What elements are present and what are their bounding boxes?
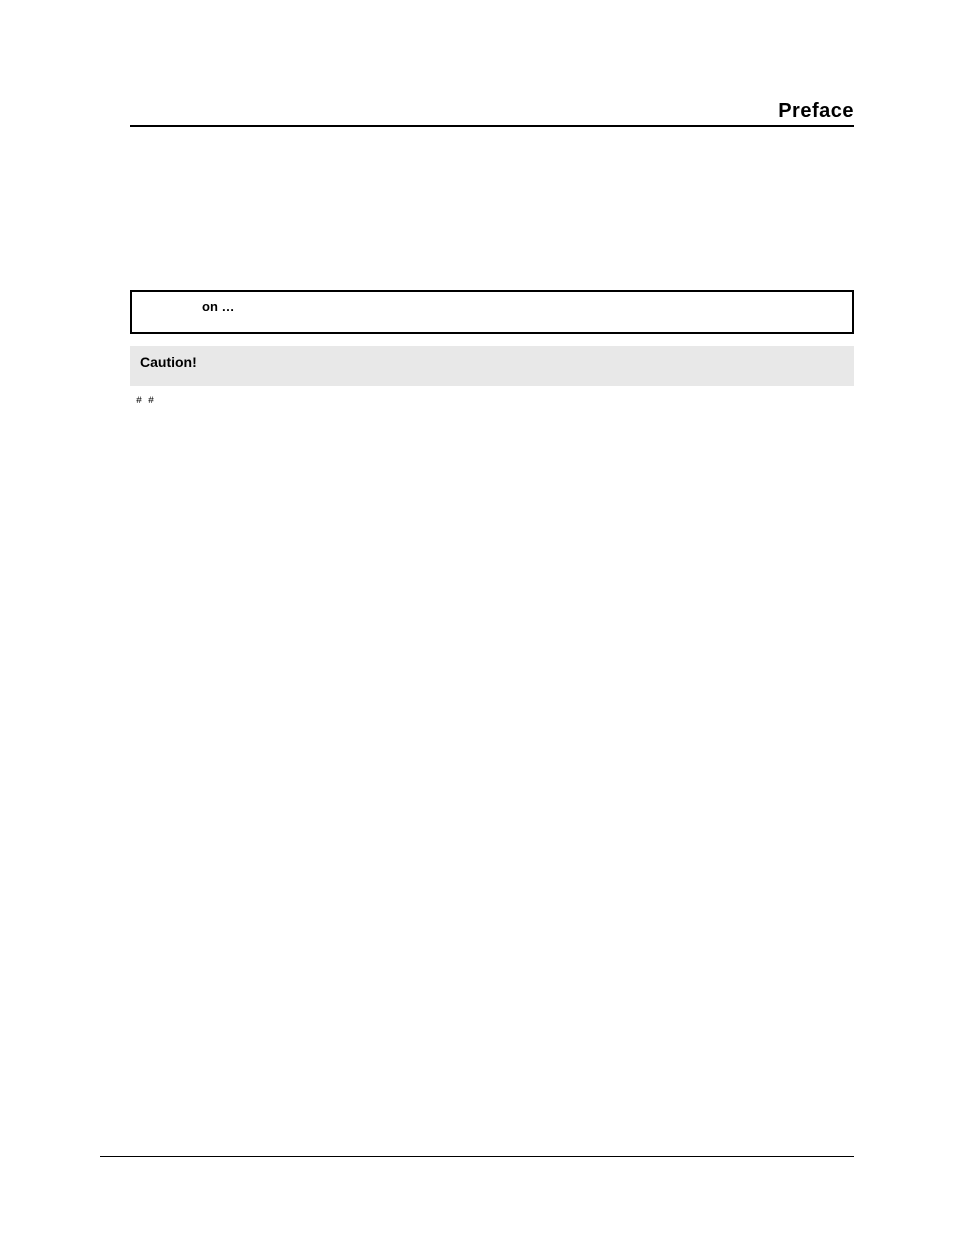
footer-rule (100, 1156, 854, 1157)
hash-marks: # # (136, 396, 854, 407)
caution-title: Caution! (140, 354, 197, 370)
page-title: Preface (778, 100, 854, 122)
info-box-title: on … (202, 299, 235, 314)
info-box: on … (130, 290, 854, 334)
link-row-1 (130, 627, 854, 642)
page: Preface on … Caution! # # (0, 0, 954, 1235)
caution-box: Caution! (130, 346, 854, 386)
spacer (130, 167, 854, 257)
page-header: Preface (130, 100, 854, 127)
link-row-2 (130, 664, 854, 679)
body-paragraph (130, 257, 854, 276)
